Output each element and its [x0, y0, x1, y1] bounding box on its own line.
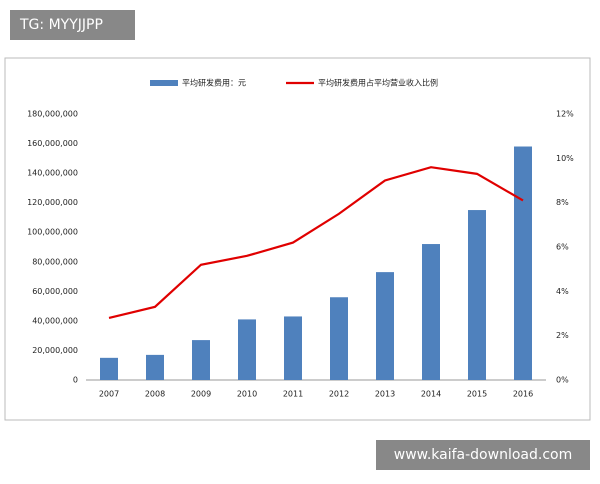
bar — [376, 272, 394, 380]
line — [108, 166, 524, 320]
y-tick-label: 40,000,000 — [32, 316, 78, 325]
badge-box — [376, 440, 590, 470]
y2-tick-label: 10% — [556, 154, 574, 163]
x-tick-label: 2007 — [99, 390, 119, 399]
badge-box — [10, 10, 135, 40]
bar — [330, 297, 348, 380]
y2-tick-label: 12% — [556, 110, 574, 119]
x-tick-label: 2013 — [375, 390, 395, 399]
y2-tick-label: 8% — [556, 198, 569, 207]
bar — [284, 316, 302, 380]
y-tick-label: 20,000,000 — [32, 346, 78, 355]
y2-tick-label: 2% — [556, 331, 569, 340]
x-tick-label: 2010 — [237, 390, 257, 399]
badge: TG: MYYJJPP — [19, 17, 103, 33]
y-tick-label: 120,000,000 — [27, 198, 78, 207]
x-tick-label: 2012 — [329, 390, 349, 399]
bar — [100, 357, 118, 380]
badge: www.kaifa-download.com — [394, 447, 572, 463]
x-tick-label: 2008 — [145, 390, 165, 399]
bar — [514, 146, 532, 380]
legend-swatch — [150, 80, 178, 86]
y-tick-label: 100,000,000 — [27, 228, 78, 237]
legend-label: 平均研发费用：元 — [182, 78, 246, 88]
x-tick-label: 2015 — [467, 390, 487, 399]
y-tick-label: 180,000,000 — [27, 110, 78, 119]
y-tick-label: 0 — [73, 376, 78, 385]
y2-tick-label: 0% — [556, 376, 569, 385]
y-tick-label: 80,000,000 — [32, 257, 78, 266]
x-tick-label: 2009 — [191, 390, 211, 399]
y-tick-label: 60,000,000 — [32, 287, 78, 296]
bar — [238, 319, 256, 380]
bar — [468, 210, 486, 380]
x-tick-label: 2011 — [283, 390, 303, 399]
x-tick-label: 2016 — [513, 390, 533, 399]
y-tick-label: 140,000,000 — [27, 169, 78, 178]
y-tick-label: 160,000,000 — [27, 139, 78, 148]
legend-label: 平均研发费用占平均营业收入比例 — [318, 78, 438, 88]
bar — [422, 244, 440, 380]
bar — [192, 340, 210, 380]
bar — [146, 354, 164, 380]
y2-tick-label: 4% — [556, 287, 569, 296]
x-tick-label: 2014 — [421, 390, 441, 399]
y2-tick-label: 6% — [556, 243, 569, 252]
